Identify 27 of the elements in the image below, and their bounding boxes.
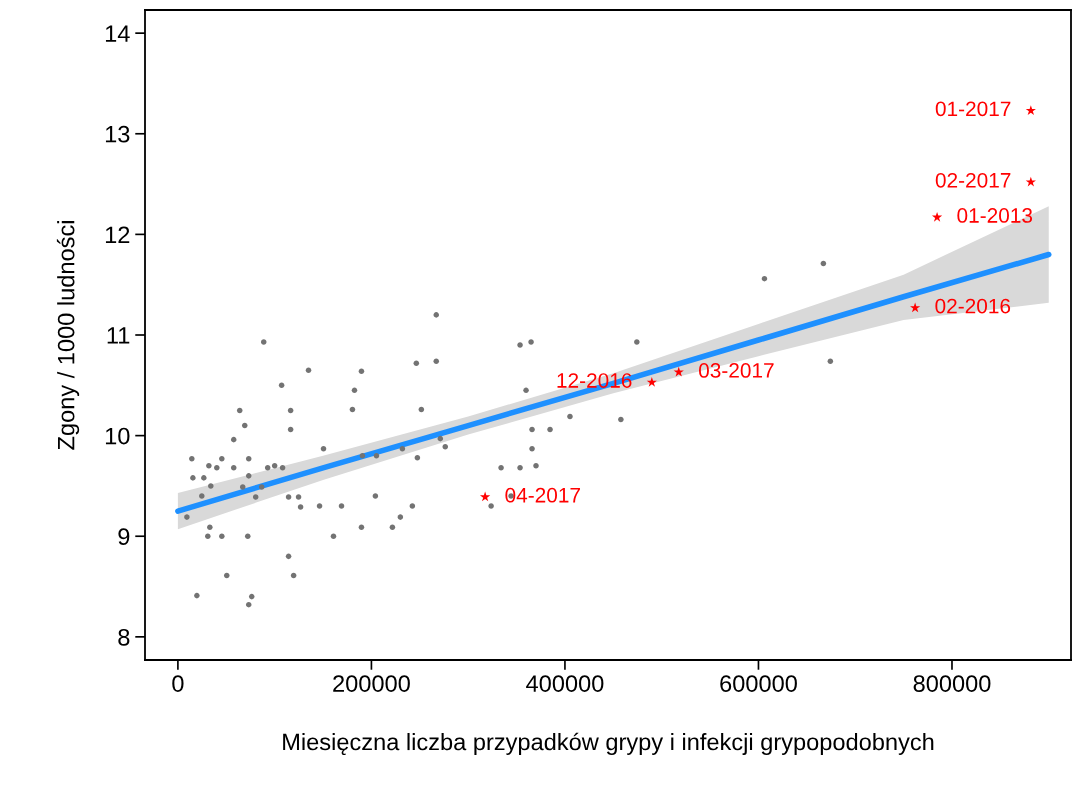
point xyxy=(673,366,684,377)
x-tick-label: 0 xyxy=(172,675,184,692)
x-tick-label: 800000 xyxy=(913,675,991,692)
y-tick-label: 13 xyxy=(105,125,130,143)
data-label: 02-2016 xyxy=(935,298,1011,314)
y-tick-label: 12 xyxy=(105,226,130,243)
y-axis-title: Zgony / 1000 ludności xyxy=(56,221,80,450)
data-label: 03-2017 xyxy=(698,363,774,378)
point xyxy=(1025,176,1036,187)
x-tick-label: 600000 xyxy=(720,675,797,692)
y-tick-label: 11 xyxy=(107,327,130,344)
x-tick-label: 200000 xyxy=(333,675,410,692)
point xyxy=(910,302,921,313)
point xyxy=(931,211,943,222)
data-label: 01-2013 xyxy=(957,208,1033,223)
point xyxy=(1025,105,1036,115)
point xyxy=(480,491,491,502)
point xyxy=(646,376,657,387)
data-label: 01-2017 xyxy=(935,101,1011,117)
y-tick-label: 9 xyxy=(118,528,130,546)
data-label: 04-2017 xyxy=(505,487,580,503)
data-label: 02-2017 xyxy=(935,172,1011,188)
y-tick-label: 8 xyxy=(118,628,130,646)
x-tick-label: 400000 xyxy=(526,675,604,692)
y-tick-label: 10 xyxy=(105,427,130,445)
y-tick-label: 14 xyxy=(105,25,130,42)
x-axis-title: Miesięczna liczba przypadków grypy i infekcji grypopodobnych xyxy=(283,732,934,756)
